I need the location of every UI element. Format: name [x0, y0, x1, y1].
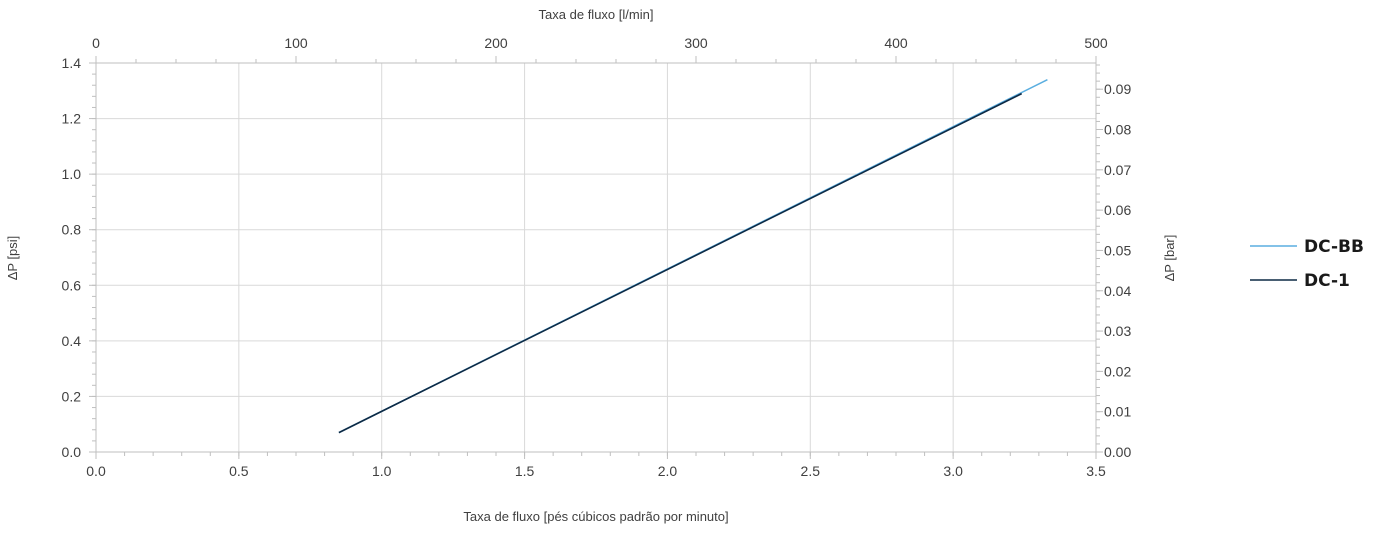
x-bottom-tick-label: 3.0: [943, 463, 963, 479]
y-right-tick-label: 0.05: [1104, 242, 1131, 258]
axes: [89, 56, 1103, 459]
x-top-tick-label: 0: [92, 35, 100, 51]
y-left-tick-label: 0.6: [62, 277, 82, 293]
y-left-tick-label: 0.4: [62, 333, 82, 349]
x-bottom-tick-label: 2.0: [658, 463, 678, 479]
x-top-tick-label: 300: [684, 35, 708, 51]
y-left-tick-label: 0.8: [62, 222, 82, 238]
series-line-dc-1: [338, 92, 1023, 434]
y-right-tick-label: 0.00: [1104, 444, 1131, 460]
x-bottom-tick-label: 3.5: [1086, 463, 1106, 479]
y-right-tick-label: 0.02: [1104, 363, 1131, 379]
series-lines: [338, 79, 1048, 434]
x-top-axis-title: Taxa de fluxo [l/min]: [539, 7, 654, 22]
legend-label-dc-1: DC-1: [1304, 271, 1350, 291]
y-right-axis-title: ΔP [bar]: [1162, 235, 1177, 282]
x-top-tick-label: 100: [284, 35, 308, 51]
y-left-tick-label: 1.0: [62, 166, 82, 182]
y-left-tick-label: 0.0: [62, 444, 82, 460]
legend-label-dc-bb: DC-BB: [1304, 237, 1364, 257]
x-bottom-tick-label: 0.5: [229, 463, 249, 479]
legend: DC-BB DC-1: [1250, 237, 1364, 291]
x-bottom-tick-label: 1.0: [372, 463, 392, 479]
y-left-tick-label: 1.2: [62, 111, 82, 127]
y-right-tick-label: 0.06: [1104, 202, 1131, 218]
x-bottom-axis-title: Taxa de fluxo [pés cúbicos padrão por mi…: [463, 509, 728, 524]
y-right-tick-label: 0.01: [1104, 404, 1131, 420]
tick-labels: 0.0 0.5 1.0 1.5 2.0 2.5 3.0 3.5 0 100 200 300 400 500…: [62, 35, 1132, 479]
y-right-tick-label: 0.03: [1104, 323, 1131, 339]
y-right-tick-label: 0.07: [1104, 162, 1131, 178]
y-right-tick-label: 0.08: [1104, 122, 1131, 138]
x-bottom-tick-label: 2.5: [801, 463, 821, 479]
x-top-tick-label: 500: [1084, 35, 1108, 51]
x-top-tick-label: 400: [884, 35, 908, 51]
y-left-tick-label: 1.4: [62, 55, 82, 71]
y-right-tick-label: 0.09: [1104, 81, 1131, 97]
y-right-tick-label: 0.04: [1104, 283, 1131, 299]
y-left-tick-label: 0.2: [62, 388, 82, 404]
grid: [95, 62, 1097, 453]
y-left-axis-title: ΔP [psi]: [5, 236, 20, 281]
x-top-tick-label: 200: [484, 35, 508, 51]
x-bottom-tick-label: 0.0: [86, 463, 106, 479]
x-bottom-tick-label: 1.5: [515, 463, 535, 479]
